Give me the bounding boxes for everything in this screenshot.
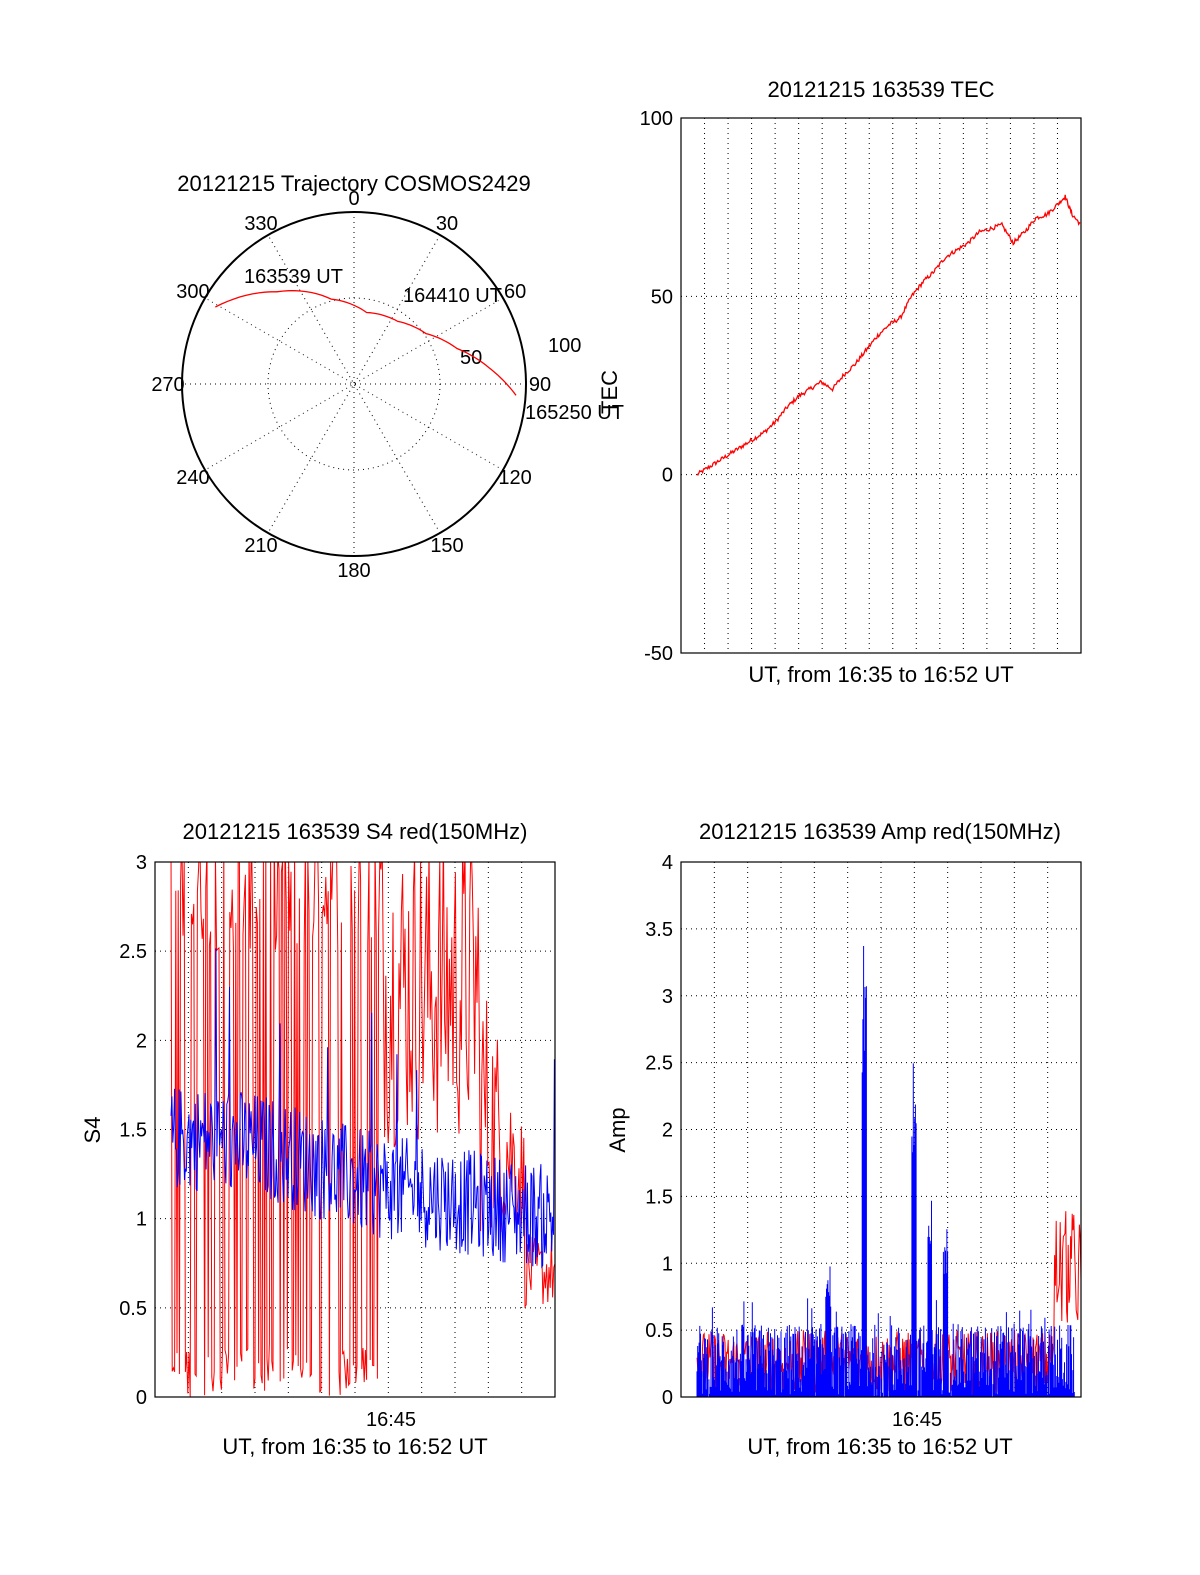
polar-azimuth-label: 0 — [348, 188, 359, 210]
y-tick-label: 2.5 — [645, 1053, 673, 1075]
tec-grid — [681, 118, 1081, 653]
polar-azimuth-labels: 0 30 60 90 120 150 180 210 240 270 300 330 — [151, 188, 551, 582]
polar-radial-label-50: 50 — [460, 347, 482, 369]
amp-x-axis-label: UT, from 16:35 to 16:52 UT — [747, 1434, 1012, 1459]
y-tick-label: 0 — [662, 1387, 673, 1409]
polar-azimuth-label: 300 — [176, 281, 209, 303]
y-tick-label: 3 — [662, 986, 673, 1008]
y-tick-label: 2 — [136, 1030, 147, 1052]
y-tick-label: 0.5 — [645, 1320, 673, 1342]
polar-title: 20121215 Trajectory COSMOS2429 — [177, 171, 530, 196]
polar-outer-ring — [181, 211, 527, 557]
polar-grid-spoke — [204, 297, 504, 471]
trajectory-start-label: 163539 UT — [244, 266, 343, 288]
amp-title: 20121215 163539 Amp red(150MHz) — [699, 819, 1061, 844]
s4-y-axis-label: S4 — [80, 1117, 105, 1144]
tec-plot-frame — [680, 117, 1082, 654]
polar-grid-spoke — [204, 297, 504, 471]
trajectory-end-label: 165250 UT — [525, 402, 624, 424]
polar-azimuth-label: 90 — [529, 374, 551, 396]
y-tick-label: 3.5 — [645, 919, 673, 941]
polar-grid — [182, 212, 526, 556]
y-tick-label: -50 — [644, 643, 673, 665]
polar-azimuth-label: 30 — [436, 213, 458, 235]
s4-chart: 20121215 163539 S4 red(150MHz) 0 0.5 1 1.5 2… — [80, 819, 556, 1459]
y-tick-label: 100 — [640, 108, 673, 130]
y-tick-label: 0 — [136, 1387, 147, 1409]
y-tick-label: 0.5 — [119, 1298, 147, 1320]
polar-azimuth-label: 120 — [498, 467, 531, 489]
s4-y-ticks: 0 0.5 1 1.5 2 2.5 3 — [119, 852, 147, 1409]
s4-plot-frame — [154, 861, 556, 1398]
s4-blue-series — [170, 948, 555, 1269]
polar-azimuth-label: 60 — [504, 281, 526, 303]
polar-azimuth-label: 240 — [176, 467, 209, 489]
amp-grid — [681, 862, 1081, 1397]
polar-azimuth-label: 330 — [244, 213, 277, 235]
polar-azimuth-label: 180 — [337, 560, 370, 582]
y-tick-label: 1.5 — [119, 1120, 147, 1142]
tec-chart: 20121215 163539 TEC -50 0 50 100 UT, from 1… — [640, 77, 1082, 687]
polar-azimuth-label: 210 — [244, 535, 277, 557]
polar-radial-label-100: 100 — [548, 335, 581, 357]
tec-series-line — [696, 194, 1081, 476]
s4-red-series — [170, 862, 555, 1397]
tec-x-axis-label: UT, from 16:35 to 16:52 UT — [748, 662, 1013, 687]
amp-blue-series — [696, 946, 1075, 1397]
amp-x-tick-1645: 16:45 — [892, 1409, 942, 1431]
s4-title: 20121215 163539 S4 red(150MHz) — [183, 819, 528, 844]
polar-grid-ring — [267, 297, 441, 471]
y-tick-label: 4 — [662, 852, 673, 874]
y-tick-label: 2.5 — [119, 941, 147, 963]
y-tick-label: 0 — [662, 465, 673, 487]
amp-plot-frame — [680, 861, 1082, 1398]
y-tick-label: 50 — [651, 286, 673, 308]
y-tick-label: 3 — [136, 852, 147, 874]
trajectory-line — [215, 290, 517, 396]
polar-azimuth-label: 150 — [430, 535, 463, 557]
polar-azimuth-label: 270 — [151, 374, 184, 396]
y-tick-label: 1 — [136, 1209, 147, 1231]
polar-chart: 20121215 Trajectory COSMOS2429 0 30 60 90 12… — [151, 171, 624, 582]
s4-x-tick-1645: 16:45 — [366, 1409, 416, 1431]
tec-title: 20121215 163539 TEC — [767, 77, 994, 102]
tec-y-ticks: -50 0 50 100 — [640, 108, 673, 665]
y-tick-label: 2 — [662, 1120, 673, 1142]
y-tick-label: 1 — [662, 1253, 673, 1275]
y-tick-label: 1.5 — [645, 1186, 673, 1208]
trajectory-mid-label: 164410 UT — [403, 285, 502, 307]
amp-y-ticks: 0 0.5 1 1.5 2 2.5 3 3.5 4 — [645, 852, 673, 1409]
polar-side-label-tec: TEC — [597, 370, 622, 414]
amp-chart: 20121215 163539 Amp red(150MHz) 0 0.5 1 1.5… — [605, 819, 1082, 1459]
s4-x-axis-label: UT, from 16:35 to 16:52 UT — [222, 1434, 487, 1459]
amp-y-axis-label: Amp — [605, 1107, 630, 1152]
